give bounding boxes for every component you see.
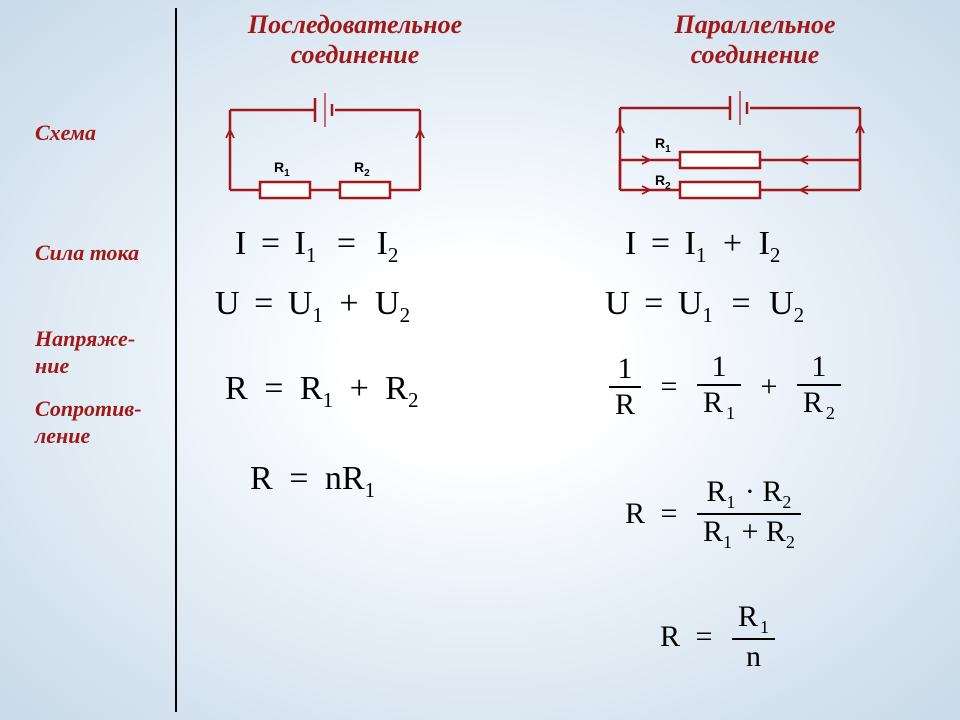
header-series-text: Последовательноесоединение <box>248 10 462 69</box>
parallel-resistance-formula-2: R = R1 · R2 R1 + R2 <box>625 475 805 553</box>
svg-text:R1: R1 <box>655 135 671 155</box>
parallel-current-formula: I = I1 + I2 <box>625 225 780 268</box>
row-label-current: Сила тока <box>35 240 139 266</box>
series-resistance-formula-1: R = R1 + R2 <box>225 370 419 413</box>
header-parallel: Параллельноесоединение <box>605 10 905 70</box>
column-divider <box>175 8 177 712</box>
row-label-resistance: Сопротив-ление <box>35 370 142 449</box>
series-resistance-formula-2: R = nR1 <box>250 460 375 503</box>
series-circuit: R1 R2 <box>210 90 440 220</box>
parallel-voltage-formula: U = U1 = U2 <box>605 285 804 328</box>
parallel-circuit: R1 R2 <box>600 90 880 230</box>
series-current-formula: I = I1 = I2 <box>235 225 398 268</box>
header-parallel-text: Параллельноесоединение <box>674 10 835 69</box>
svg-text:R2: R2 <box>354 159 370 179</box>
row-label-voltage: Напряже-ние <box>35 300 135 379</box>
parallel-resistance-formula-1: 1 R = 1 R1 + 1 R2 <box>605 350 845 424</box>
comparison-table: Последовательноесоединение Параллельноес… <box>0 0 960 720</box>
parallel-resistance-formula-3: R = R1 n <box>660 600 779 674</box>
row-label-scheme: Схема <box>35 120 96 146</box>
header-series: Последовательноесоединение <box>205 10 505 70</box>
series-voltage-formula: U = U1 + U2 <box>215 285 410 328</box>
svg-text:R1: R1 <box>274 159 290 179</box>
